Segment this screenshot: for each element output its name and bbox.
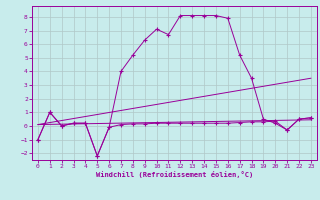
X-axis label: Windchill (Refroidissement éolien,°C): Windchill (Refroidissement éolien,°C) [96, 171, 253, 178]
